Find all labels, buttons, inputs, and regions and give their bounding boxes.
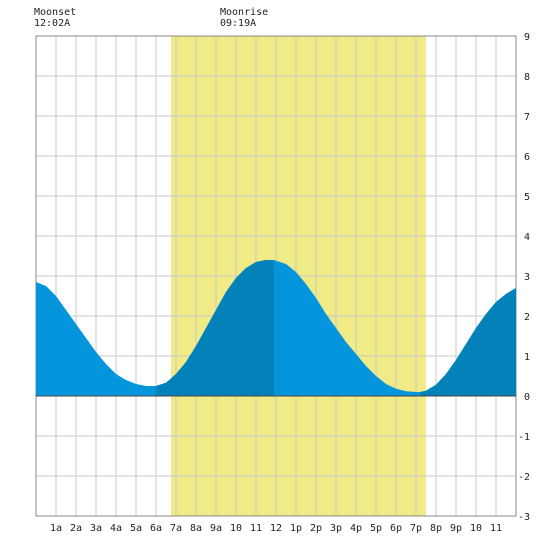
x-tick-label: 6a xyxy=(150,523,162,534)
x-tick-label: 9p xyxy=(450,523,462,534)
x-tick-label: 10 xyxy=(230,523,242,534)
x-tick-label: 1p xyxy=(290,523,302,534)
x-tick-label: 8p xyxy=(430,523,442,534)
x-tick-label: 7p xyxy=(410,523,422,534)
x-tick-label: 9a xyxy=(210,523,222,534)
y-tick-label: 9 xyxy=(524,32,530,43)
x-tick-label: 1a xyxy=(50,523,62,534)
moonrise-label: Moonrise 09:19A xyxy=(220,7,268,29)
plot-border xyxy=(35,35,517,517)
y-tick-label: 5 xyxy=(524,192,530,203)
x-tick-label: 5a xyxy=(130,523,142,534)
y-tick-label: 8 xyxy=(524,72,530,83)
y-tick-label: -2 xyxy=(518,472,530,483)
x-tick-label: 3p xyxy=(330,523,342,534)
tide-area xyxy=(36,260,516,396)
x-tick-label: 2a xyxy=(70,523,82,534)
moonset-label: Moonset 12:02A xyxy=(34,7,76,29)
y-tick-label: 4 xyxy=(524,232,530,243)
x-tick-label: 11 xyxy=(250,523,262,534)
y-tick-label: 3 xyxy=(524,272,530,283)
x-tick-label: 10 xyxy=(470,523,482,534)
y-tick-label: 0 xyxy=(524,392,530,403)
x-tick-label: 8a xyxy=(190,523,202,534)
x-tick-label: 5p xyxy=(370,523,382,534)
moonset-title: Moonset xyxy=(34,7,77,18)
x-tick-label: 7a xyxy=(170,523,182,534)
y-tick-label: 2 xyxy=(524,312,530,323)
x-tick-label: 4a xyxy=(110,523,122,534)
tide-area-rising xyxy=(156,260,274,396)
tide-area-rising xyxy=(420,288,516,396)
x-tick-label: 4p xyxy=(350,523,362,534)
x-tick-label: 11 xyxy=(490,523,502,534)
moonrise-title: Moonrise xyxy=(220,7,269,18)
moonset-time: 12:02A xyxy=(34,18,71,29)
y-tick-label: 6 xyxy=(524,152,530,163)
y-tick-label: -1 xyxy=(518,432,530,443)
moonrise-time: 09:19A xyxy=(220,18,257,29)
x-tick-label: 2p xyxy=(310,523,322,534)
y-tick-label: 7 xyxy=(524,112,530,123)
x-tick-label: 6p xyxy=(390,523,402,534)
y-tick-label: 1 xyxy=(524,352,530,363)
y-tick-label: -3 xyxy=(518,512,530,523)
x-tick-label: 3a xyxy=(90,523,102,534)
x-tick-label: 12 xyxy=(270,523,282,534)
